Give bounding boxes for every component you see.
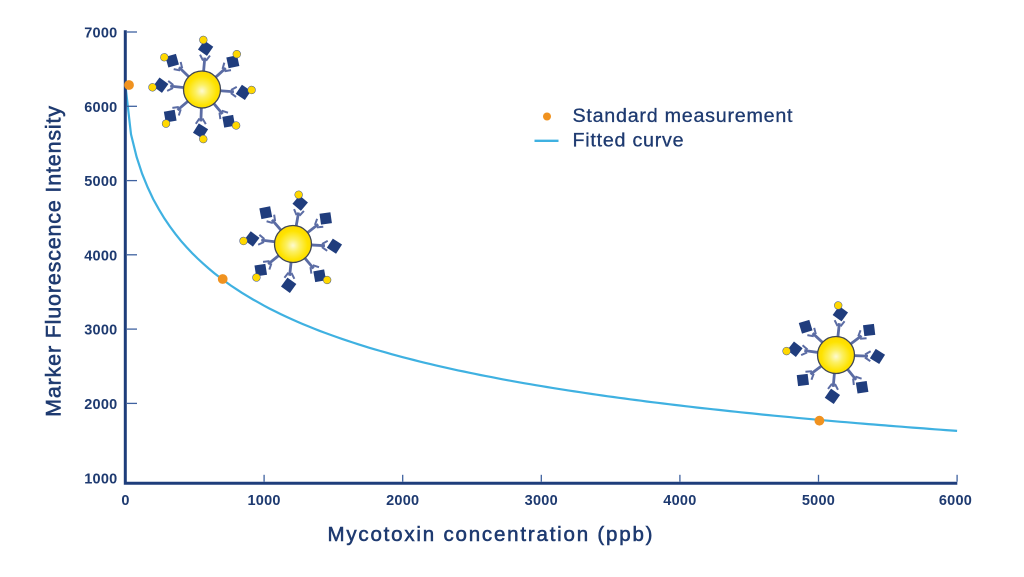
svg-text:1000: 1000 [247, 493, 280, 509]
svg-text:6000: 6000 [84, 100, 117, 116]
svg-text:Standard measurement: Standard measurement [573, 105, 794, 127]
svg-text:4000: 4000 [663, 493, 696, 509]
svg-text:5000: 5000 [84, 174, 117, 190]
svg-text:7000: 7000 [84, 26, 117, 42]
svg-text:4000: 4000 [84, 248, 117, 264]
svg-text:2000: 2000 [84, 397, 117, 413]
svg-text:5000: 5000 [802, 493, 835, 509]
svg-text:0: 0 [121, 493, 129, 509]
svg-text:1000: 1000 [84, 471, 117, 487]
svg-text:3000: 3000 [525, 493, 558, 509]
svg-text:2000: 2000 [386, 493, 419, 509]
svg-text:Marker Fluorescence Intensity: Marker Fluorescence Intensity [42, 105, 66, 417]
svg-text:Mycotoxin concentration (ppb): Mycotoxin concentration (ppb) [327, 523, 654, 546]
svg-text:6000: 6000 [939, 493, 972, 509]
svg-text:3000: 3000 [84, 323, 117, 339]
svg-text:Fitted curve: Fitted curve [573, 129, 685, 151]
